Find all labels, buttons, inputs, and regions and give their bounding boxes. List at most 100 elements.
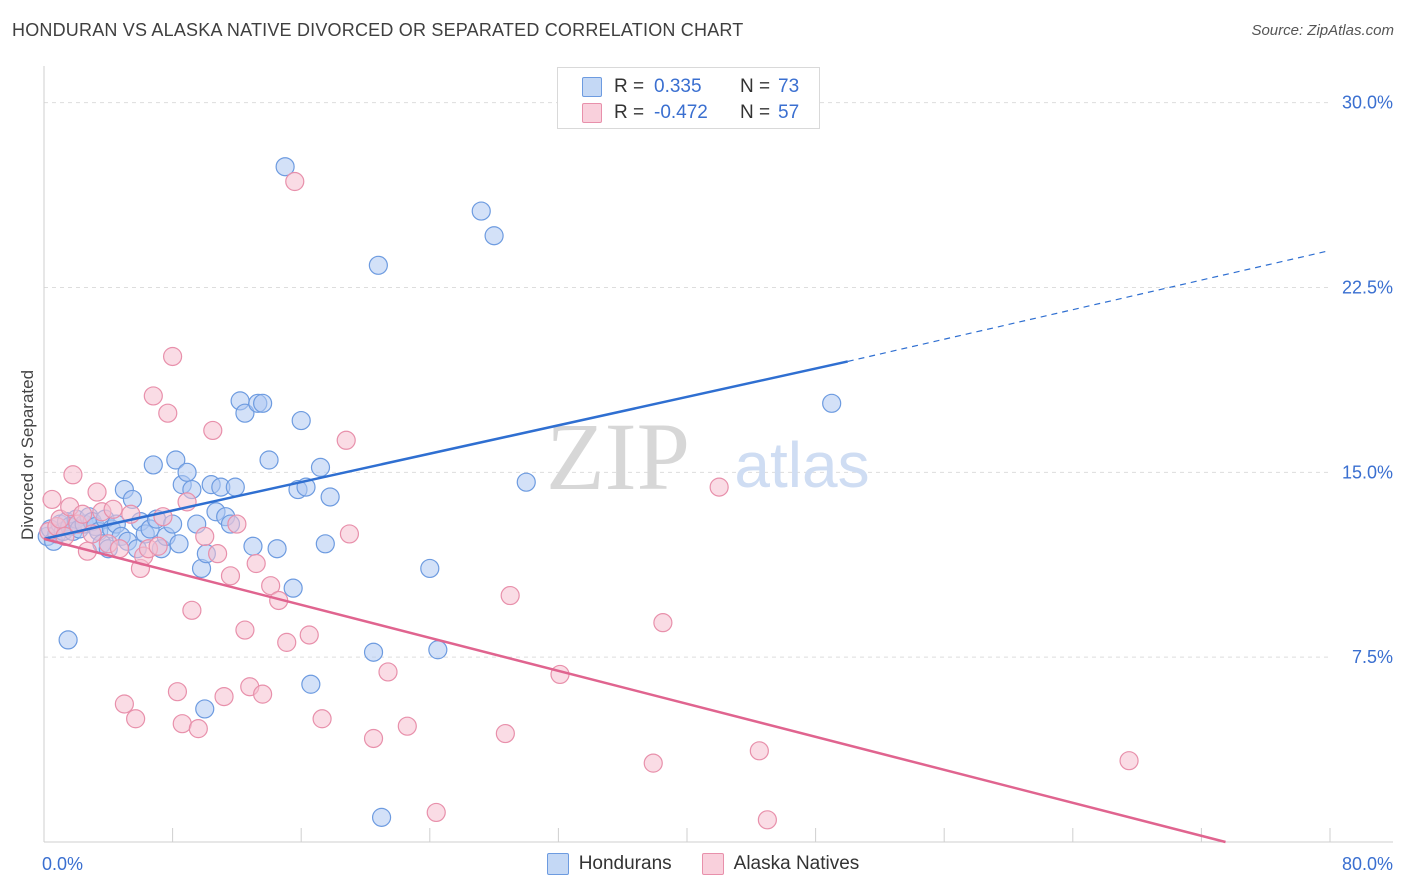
alaska-native-point <box>378 662 398 682</box>
alaska-native-point <box>114 694 134 714</box>
honduran-point <box>363 642 384 662</box>
source-label: Source: ZipAtlas.com <box>1251 22 1394 39</box>
alaska-native-point <box>220 566 241 586</box>
alaska-native-point <box>643 753 663 773</box>
honduran-point <box>822 393 842 413</box>
honduran-point <box>259 450 279 470</box>
alaska-native-trend-line <box>43 537 1226 844</box>
honduran-point <box>275 157 295 177</box>
alaska-native-point <box>363 728 384 749</box>
legend-row-alaska-natives: R = -0.472 N = 57 <box>582 100 799 126</box>
honduran-point <box>143 455 163 475</box>
y-tick-label: 15.0% <box>1342 462 1393 482</box>
alaska-native-point <box>167 682 188 702</box>
alaska-native-point <box>285 171 305 192</box>
alaska-native-point <box>246 553 266 574</box>
honduran-point <box>195 699 215 719</box>
honduran-point <box>58 630 78 650</box>
honduran-point <box>291 410 311 431</box>
correlation-legend: R = 0.335 N = 73 R = -0.472 N = 57 <box>557 67 820 129</box>
watermark-zip: ZIP <box>546 403 690 510</box>
honduran-point <box>471 201 491 221</box>
honduran-point <box>283 578 303 598</box>
alaska-native-point <box>126 709 146 729</box>
tick-labels: 7.5% 15.0% 22.5% 30.0% 0.0% 80.0% <box>42 93 1393 874</box>
honduran-point <box>235 403 255 423</box>
honduran-point <box>166 450 186 470</box>
honduran-point <box>484 226 504 246</box>
honduran-point <box>315 534 335 554</box>
series-legend: Hondurans Alaska Natives <box>0 851 1406 877</box>
legend-row-hondurans: R = 0.335 N = 73 <box>582 74 799 100</box>
honduran-point <box>516 472 536 492</box>
alaska-native-point <box>1119 751 1139 771</box>
alaska-native-point <box>261 576 281 596</box>
honduran-point <box>301 674 321 694</box>
x-tick-label: 0.0% <box>42 854 83 874</box>
alaska-native-point <box>182 600 202 620</box>
legend-swatch-pink <box>582 103 602 123</box>
alaska-native-point <box>426 802 446 823</box>
alaska-native-point <box>203 420 223 441</box>
axes-layer <box>43 66 1393 843</box>
alaska-native-point <box>312 709 332 729</box>
honduran-point <box>320 487 340 507</box>
alaska-native-point <box>63 465 83 485</box>
alaska-native-point <box>709 477 729 497</box>
legend-r-value: -0.472 <box>654 102 708 123</box>
honduran-point <box>420 558 440 579</box>
legend-item-hondurans: Hondurans <box>546 853 672 875</box>
legend-n-label: N = <box>740 76 771 97</box>
legend-n-value: 73 <box>778 76 800 97</box>
alaska-native-point <box>103 499 123 519</box>
alaska-native-point <box>172 714 192 734</box>
honduran-point <box>368 255 388 275</box>
honduran-point <box>371 807 392 827</box>
honduran-point <box>243 536 263 556</box>
alaska-native-point <box>158 403 178 423</box>
alaska-native-point <box>188 719 208 739</box>
legend-swatch-pink <box>701 853 724 875</box>
alaska-native-point <box>749 741 769 761</box>
y-tick-label: 22.5% <box>1342 277 1393 297</box>
legend-r-value: 0.335 <box>654 76 702 97</box>
alaska-native-point <box>195 526 215 547</box>
honduran-trend-extension <box>847 249 1331 363</box>
alaska-native-point <box>227 514 247 534</box>
alaska-native-point <box>214 686 234 707</box>
y-tick-label: 7.5% <box>1352 647 1393 667</box>
alaska-native-point <box>397 716 417 736</box>
legend-r-label: R = <box>614 76 645 97</box>
legend-r-label: R = <box>614 102 645 123</box>
alaska-native-point <box>500 585 520 606</box>
x-tick-label: 80.0% <box>1342 854 1393 874</box>
honduran-point <box>169 534 189 554</box>
alaska-native-point <box>72 504 93 524</box>
legend-n-value: 57 <box>778 102 800 123</box>
honduran-point <box>177 462 197 482</box>
honduran-trend-line <box>43 360 849 541</box>
alaska-native-point <box>208 544 228 564</box>
alaska-native-point <box>42 489 62 510</box>
honduran-point <box>310 457 331 477</box>
watermark: ZIP atlas <box>546 403 870 510</box>
watermark-atlas: atlas <box>734 429 869 501</box>
honduran-point <box>225 477 245 497</box>
chart-title: HONDURAN VS ALASKA NATIVE DIVORCED OR SE… <box>12 20 744 40</box>
alaska-native-point <box>143 386 163 406</box>
alaska-native-point <box>235 620 255 640</box>
legend-label-hondurans: Hondurans <box>578 853 672 874</box>
honduran-point <box>253 393 273 413</box>
alaska-native-point <box>87 482 107 502</box>
legend-swatch-blue <box>582 77 602 97</box>
alaska-native-point <box>277 632 297 652</box>
honduran-point <box>267 539 287 559</box>
legend-swatch-blue <box>546 853 569 875</box>
alaska-native-point <box>336 430 356 450</box>
alaska-native-point <box>550 664 570 685</box>
alaska-native-point <box>163 346 183 367</box>
alaska-native-point <box>148 536 168 556</box>
alaska-native-point <box>253 684 273 704</box>
alaska-native-point <box>653 613 673 633</box>
